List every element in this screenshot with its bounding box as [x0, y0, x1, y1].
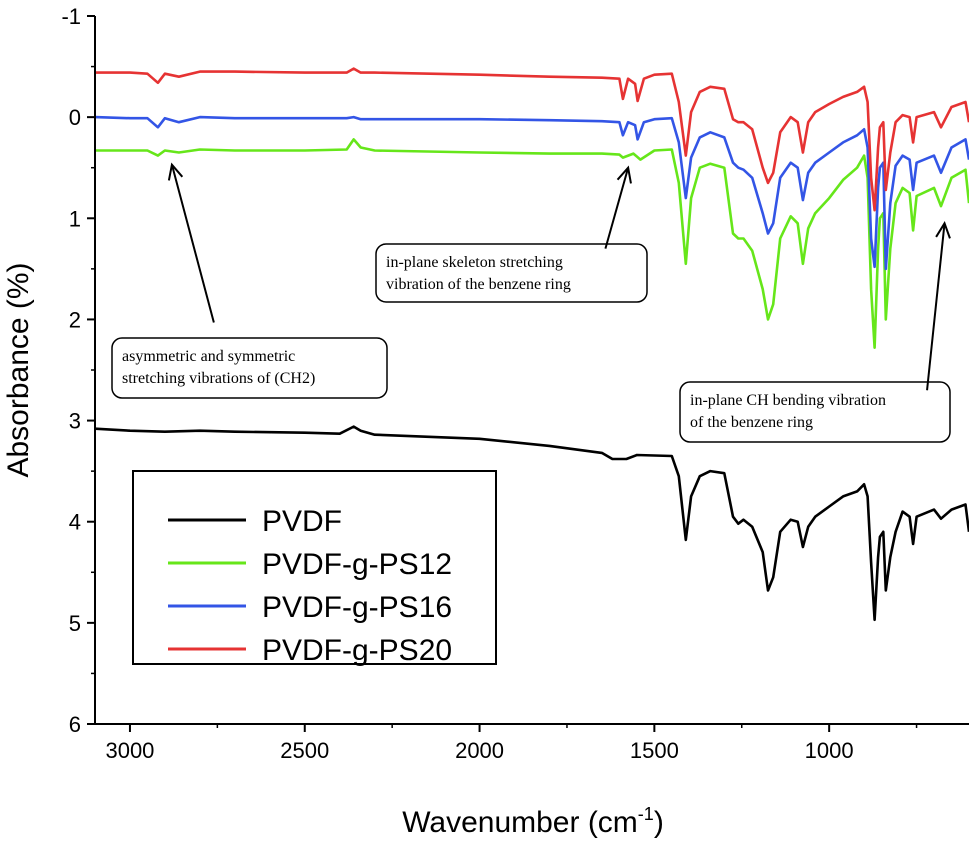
y-tick-label-0: -1 — [61, 4, 81, 29]
y-axis-title: Absorbance (%) — [2, 262, 35, 477]
annotation-arrowhead-2 — [935, 221, 951, 239]
axes: -1 0 1 2 3 4 5 6 3000 2500 2000 1500 1000 — [61, 4, 969, 763]
annotation-arrowhead-0 — [167, 162, 184, 181]
annotation-2: in-plane CH bending vibration of the benz… — [679, 221, 951, 443]
legend-label-1: PVDF-g-PS12 — [262, 548, 452, 581]
annotation-arrow-0 — [170, 164, 215, 323]
y-tick-label-1: 0 — [69, 105, 81, 130]
annotation-text-1-1: vibration of the benzene ring — [386, 276, 571, 293]
annotation-box-1 — [375, 243, 648, 303]
annotation-text-1-0: in-plane skeleton stretching — [386, 254, 563, 271]
x-tick-label-4: 1000 — [805, 738, 854, 763]
y-tick-label-6: 5 — [69, 611, 81, 636]
x-axis-title-main: Wavenumber (cm — [402, 806, 638, 839]
x-tick-label-1: 2500 — [280, 738, 329, 763]
series-line-3 — [95, 67, 969, 212]
annotation-text-0-1: stretching vibrations of (CH2) — [122, 370, 315, 387]
annotation-text-0-0: asymmetric and symmetric — [122, 348, 295, 365]
annotation-box-0 — [111, 337, 388, 399]
y-tick-label-5: 4 — [69, 510, 81, 535]
legend-label-3: PVDF-g-PS20 — [262, 634, 452, 667]
y-tick-label-4: 3 — [69, 409, 81, 434]
series-line-1 — [95, 138, 969, 349]
x-tick-label-0: 3000 — [105, 738, 154, 763]
annotation-arrow-1 — [604, 167, 630, 249]
annotation-text-2-1: of the benzene ring — [690, 414, 813, 431]
annotation-1: in-plane skeleton stretching vibration of… — [375, 165, 648, 303]
x-axis-title-close: ) — [654, 806, 664, 839]
annotation-box-2 — [679, 381, 951, 443]
series-line-2 — [95, 115, 969, 271]
y-tick-label-3: 2 — [69, 307, 81, 332]
x-axis-title-exponent: -1 — [638, 804, 654, 824]
x-tick-label-2: 2000 — [455, 738, 504, 763]
annotation-text-2-0: in-plane CH bending vibration — [690, 392, 886, 409]
series-line-0 — [95, 425, 969, 622]
annotation-arrowhead-1 — [616, 165, 632, 184]
legend-label-0: PVDF — [262, 505, 342, 538]
legend-label-2: PVDF-g-PS16 — [262, 591, 452, 624]
annotations: asymmetric and symmetric stretching vibra… — [111, 162, 951, 443]
annotation-arrow-2 — [926, 223, 946, 391]
y-tick-label-2: 1 — [69, 206, 81, 231]
y-tick-label-7: 6 — [69, 712, 81, 737]
legend: PVDF PVDF-g-PS12 PVDF-g-PS16 PVDF-g-PS20 — [132, 470, 497, 667]
annotation-0: asymmetric and symmetric stretching vibra… — [111, 162, 388, 399]
legend-box — [132, 470, 497, 665]
x-tick-label-3: 1500 — [630, 738, 679, 763]
plot-area — [95, 67, 969, 622]
x-axis-title: Wavenumber (cm-1) — [402, 804, 664, 839]
